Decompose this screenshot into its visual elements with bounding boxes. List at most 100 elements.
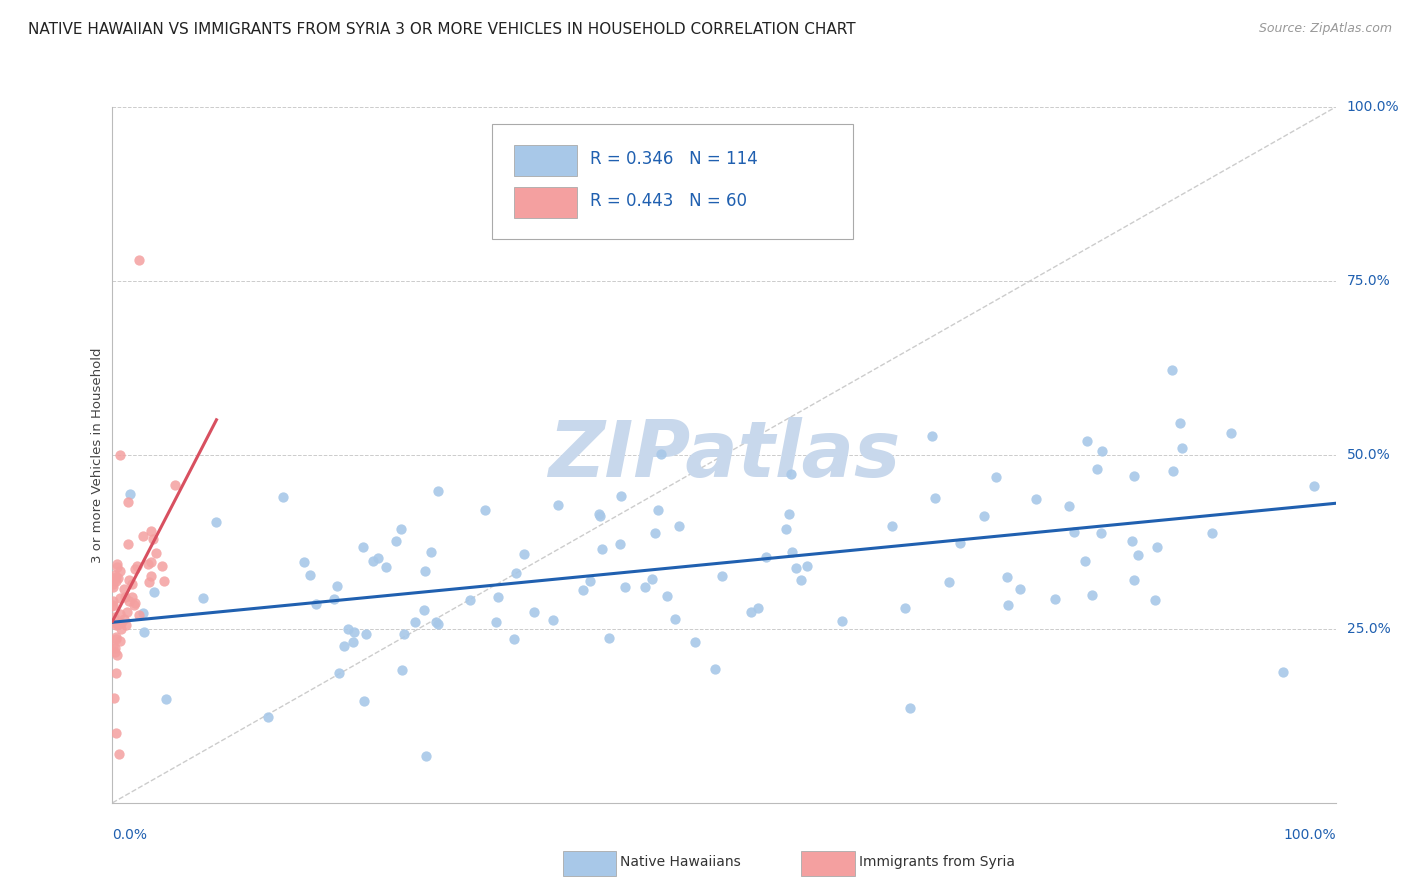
Point [1126,549,1149,563]
Point [105,617,128,632]
Text: R = 0.346   N = 114: R = 0.346 N = 114 [589,150,758,169]
Point [101,581,124,595]
Point [486,590,509,604]
Point [326,579,349,593]
Text: 50.0%: 50.0% [1347,448,1391,462]
Point [740,605,762,619]
Point [141,555,163,569]
Point [780,545,803,559]
Point [122,599,145,613]
Point [114,618,136,632]
Point [104,570,127,584]
Point [105,557,128,571]
Point [104,641,127,656]
Point [110,615,132,630]
Point [664,612,686,626]
Point [650,447,672,461]
Point [1091,444,1114,458]
Point [426,483,449,498]
Point [342,635,364,649]
Point [143,585,166,599]
FancyBboxPatch shape [492,124,852,239]
Point [1123,469,1146,483]
Point [374,560,396,574]
Point [153,574,176,589]
Point [328,666,350,681]
Point [112,611,135,625]
Point [579,574,602,588]
Point [633,581,655,595]
Point [105,616,128,631]
Point [1057,499,1080,513]
Point [104,645,127,659]
Point [640,573,662,587]
Point [118,594,141,608]
Point [598,631,620,645]
Point [142,533,165,547]
Point [353,693,375,707]
Text: 100.0%: 100.0% [1284,828,1336,842]
Text: Native Hawaiians: Native Hawaiians [620,855,741,869]
Point [118,574,141,588]
Point [1123,573,1146,587]
Point [104,630,127,644]
Point [103,690,125,705]
Point [588,507,610,521]
Point [613,581,636,595]
Point [710,569,733,583]
Point [1074,554,1097,568]
Point [104,568,127,582]
Point [136,557,159,571]
Point [755,549,778,564]
Point [361,554,384,568]
Point [1043,592,1066,607]
Point [145,547,167,561]
FancyBboxPatch shape [513,145,578,176]
Point [502,632,524,647]
Point [138,575,160,590]
Point [415,748,437,763]
Point [1201,526,1223,541]
Point [105,560,128,574]
Point [831,614,853,628]
Point [103,639,125,653]
Point [949,535,972,549]
Point [132,606,155,620]
Point [1272,665,1295,679]
Point [124,596,146,610]
Point [523,605,546,619]
Point [1063,525,1085,540]
Point [1143,593,1166,607]
Point [333,639,356,653]
Point [205,515,228,529]
Point [1076,434,1098,449]
Point [271,491,294,505]
Point [589,508,612,523]
Point [117,537,139,551]
Point [343,624,366,639]
Point [191,591,214,606]
Point [1146,540,1168,554]
Point [973,509,995,524]
Point [107,747,129,761]
Point [778,508,800,522]
Point [128,253,150,268]
Point [413,564,436,578]
Point [155,691,177,706]
Point [984,469,1007,483]
Point [1010,582,1032,596]
Point [115,605,138,619]
Point [419,545,441,559]
Point [779,467,801,482]
Point [112,582,135,596]
Point [1303,479,1326,493]
Point [1080,588,1102,602]
Point [337,623,360,637]
Point [108,633,131,648]
Point [121,590,143,604]
Point [114,590,136,604]
Text: Source: ZipAtlas.com: Source: ZipAtlas.com [1258,22,1392,36]
Point [110,591,132,605]
Point [1168,416,1191,430]
Point [305,598,328,612]
